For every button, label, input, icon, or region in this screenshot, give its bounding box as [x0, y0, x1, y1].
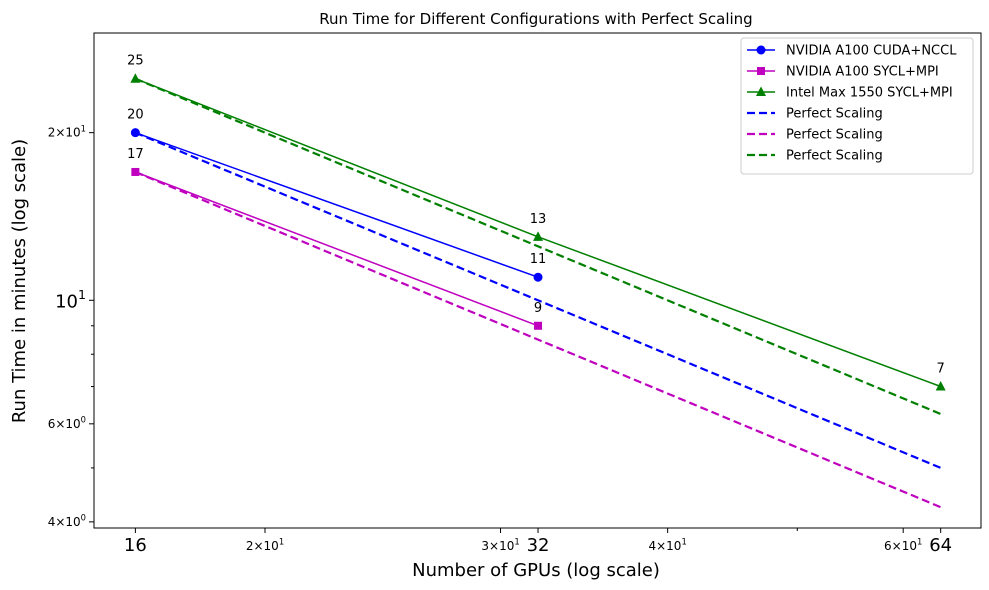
legend-item-2: Intel Max 1550 SYCL+MPI — [747, 86, 953, 101]
series-3 — [134, 131, 942, 469]
x-tick-label-40-exp: 1 — [681, 537, 686, 547]
plot-frame — [93, 32, 982, 529]
y-tick-label-20: 2×101 — [48, 123, 86, 139]
legend-item-4: Perfect Scaling — [747, 128, 883, 143]
legend-label-1: NVIDIA A100 SYCL+MPI — [786, 65, 939, 80]
series-0-point-0 — [130, 128, 140, 138]
legend-label-0: NVIDIA A100 CUDA+NCCL — [786, 44, 957, 59]
series-5 — [134, 77, 942, 416]
legend-marker-2 — [756, 86, 766, 96]
series-1-point-0 — [131, 167, 140, 176]
chart-title: Run Time for Different Configurations wi… — [319, 10, 752, 28]
x-tick-label-40: 4×101 — [648, 537, 686, 553]
legend-label-5: Perfect Scaling — [786, 149, 883, 164]
series-line-5 — [134, 77, 942, 416]
series-0-data-label-1: 11 — [530, 252, 547, 267]
legend-marker-0 — [756, 45, 766, 55]
series-4 — [134, 170, 942, 509]
legend-label-4: Perfect Scaling — [786, 128, 883, 143]
series-line-1 — [135, 171, 539, 327]
y-tick-label-4-base: 4×10 — [48, 515, 81, 529]
series-2-data-label-0: 25 — [127, 54, 144, 69]
x-tick-label-30-base: 3×10 — [481, 539, 514, 553]
x-tick-label-60-exp: 1 — [917, 537, 922, 547]
series-2-point-1 — [533, 231, 544, 241]
x-tick-label-30-exp: 1 — [514, 537, 519, 547]
legend-item-0: NVIDIA A100 CUDA+NCCL — [747, 44, 957, 59]
series-1-data-label-0: 17 — [127, 147, 144, 162]
series-2-data-label-2: 7 — [937, 362, 945, 377]
y-tick-label-20-exp: 1 — [81, 123, 86, 133]
y-tick-label-20-base: 2×10 — [48, 126, 81, 140]
series-1-point-1 — [534, 321, 543, 330]
x-tick-label-32: 32 — [527, 535, 550, 556]
series-2-point-2 — [935, 381, 946, 391]
y-tick-label-6-exp: 0 — [81, 414, 86, 424]
x-axis-label: Number of GPUs (log scale) — [412, 560, 660, 581]
legend-item-3: Perfect Scaling — [747, 107, 883, 122]
legend: NVIDIA A100 CUDA+NCCL NVIDIA A100 SYCL+MP… — [740, 37, 974, 175]
x-tick-label-40-base: 4×10 — [648, 539, 681, 553]
series-line-4 — [134, 170, 942, 509]
legend-item-5: Perfect Scaling — [747, 149, 883, 164]
series-2-data-label-1: 13 — [530, 212, 547, 227]
y-tick-label-4-exp: 0 — [81, 512, 86, 522]
x-tick-label-60-base: 6×10 — [884, 539, 917, 553]
series-line-3 — [134, 131, 942, 469]
x-tick-label-20: 2×101 — [246, 537, 284, 553]
x-tick-label-60: 6×101 — [884, 537, 922, 553]
y-tick-label-6-base: 6×10 — [48, 417, 81, 431]
x-axis: 16 32 642×101 3×101 4×101 6×101 — [124, 528, 952, 556]
legend-item-1: NVIDIA A100 SYCL+MPI — [747, 65, 939, 80]
legend-marker-1 — [757, 67, 765, 75]
legend-label-2: Intel Max 1550 SYCL+MPI — [786, 86, 953, 101]
y-tick-label-4: 4×100 — [48, 512, 86, 528]
series-1: 17 9 — [127, 147, 542, 330]
y-axis-label: Run Time in minutes (log scale) — [9, 139, 30, 423]
y-tick-label-10-base: 10 — [55, 291, 78, 312]
legend-label-3: Perfect Scaling — [786, 107, 883, 122]
legend-box — [740, 37, 974, 175]
series-0-point-1 — [533, 272, 543, 282]
x-tick-label-64: 64 — [929, 535, 952, 556]
series-1-data-label-1: 9 — [534, 301, 542, 316]
series-line-0 — [135, 131, 539, 278]
x-tick-label-20-exp: 1 — [279, 537, 284, 547]
y-tick-label-6: 6×100 — [48, 414, 86, 430]
series-0-data-label-0: 20 — [127, 108, 144, 123]
x-tick-label-16: 16 — [124, 535, 147, 556]
x-tick-label-20-base: 2×10 — [246, 539, 279, 553]
x-tick-label-30: 3×101 — [481, 537, 519, 553]
y-tick-label-10-exp: 1 — [78, 287, 86, 302]
y-tick-label-10: 101 — [55, 287, 86, 312]
